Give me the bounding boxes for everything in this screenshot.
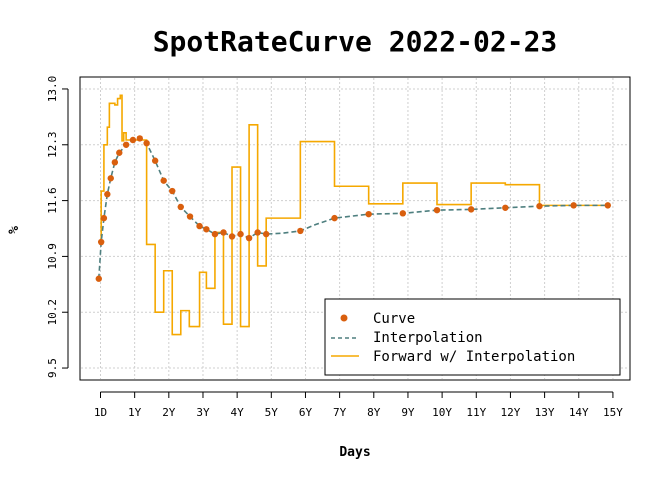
curve-point [467, 206, 475, 213]
curve-point [220, 229, 227, 236]
y-axis: 9.5 10.2 10.9 11.6 12.3 13.0 [46, 76, 69, 378]
curve-point [203, 226, 210, 233]
legend-forward-label: Forward w/ Interpolation [373, 349, 575, 365]
y-tick-label: 10.9 [46, 243, 59, 270]
y-tick-label: 10.2 [46, 299, 59, 326]
curve-point [228, 233, 236, 240]
chart-title: SpotRateCurve 2022-02-23 [153, 25, 558, 58]
curve-point [104, 191, 111, 198]
x-tick-label: 8Y [367, 406, 381, 419]
curve-point [129, 136, 137, 144]
x-tick-label: 7Y [333, 406, 347, 419]
curve-point [136, 135, 143, 142]
curve-point [502, 204, 509, 211]
y-tick-label: 13.0 [46, 76, 59, 103]
x-tick-label: 6Y [299, 406, 313, 419]
curve-point [122, 141, 130, 148]
curve-point [536, 202, 543, 210]
x-tick-label: 3Y [196, 406, 210, 419]
curve-point [143, 139, 150, 147]
y-tick-label: 12.3 [46, 132, 59, 159]
legend-box [324, 298, 621, 376]
curve-point [331, 214, 338, 222]
series-layer [95, 94, 611, 336]
y-axis-label: % [7, 226, 22, 234]
x-tick-label: 2Y [162, 406, 176, 419]
plot-frame [79, 76, 631, 381]
curve-point [186, 213, 194, 220]
legend-interpolation-label: Interpolation [373, 330, 483, 346]
x-tick-label: 1D [94, 406, 107, 419]
x-axis-label: Days [339, 445, 370, 460]
interpolation-line [97, 137, 608, 279]
x-tick-label: 11Y [466, 406, 486, 419]
curve-point [160, 177, 167, 184]
curve-point [196, 222, 203, 230]
x-tick-label: 15Y [603, 406, 623, 419]
curve-point [177, 203, 184, 211]
curve-point [237, 230, 244, 238]
x-tick-label: 4Y [231, 406, 245, 419]
curve-point [211, 230, 219, 238]
curve-point [97, 238, 105, 246]
y-tick-label: 9.5 [46, 358, 59, 378]
curve-point [169, 187, 176, 195]
legend: Curve Interpolation Forward w/ Interpola… [324, 298, 621, 376]
x-tick-label: 13Y [535, 406, 555, 419]
curve-point [100, 214, 108, 222]
curve-point [297, 227, 304, 235]
curve-point [254, 229, 261, 236]
curve-point [151, 157, 159, 164]
curve-point [433, 206, 441, 214]
curve-point [365, 210, 372, 218]
x-axis: 1D 1Y 2Y 3Y 4Y 5Y 6Y 7Y 8Y 9Y 10Y 11Y 12Y 13Y 14Y 15Y [94, 391, 623, 419]
legend-curve-label: Curve [373, 311, 415, 327]
x-tick-label: 5Y [265, 406, 279, 419]
x-tick-label: 1Y [128, 406, 142, 419]
curve-point [399, 210, 407, 217]
x-tick-label: 14Y [569, 406, 589, 419]
curve-point [111, 159, 119, 166]
legend-curve-marker [340, 314, 348, 322]
curve-point [107, 175, 114, 182]
x-tick-label: 10Y [432, 406, 452, 419]
curve-point [262, 230, 270, 238]
curve-point [95, 275, 102, 282]
curve-point [604, 202, 611, 209]
curve-point [570, 202, 577, 209]
x-tick-label: 9Y [401, 406, 415, 419]
x-tick-label: 12Y [500, 406, 520, 419]
curve-point [245, 234, 253, 242]
y-tick-label: 11.6 [46, 187, 59, 214]
curve-point [116, 149, 123, 156]
forward-interpolation-line [98, 94, 608, 336]
